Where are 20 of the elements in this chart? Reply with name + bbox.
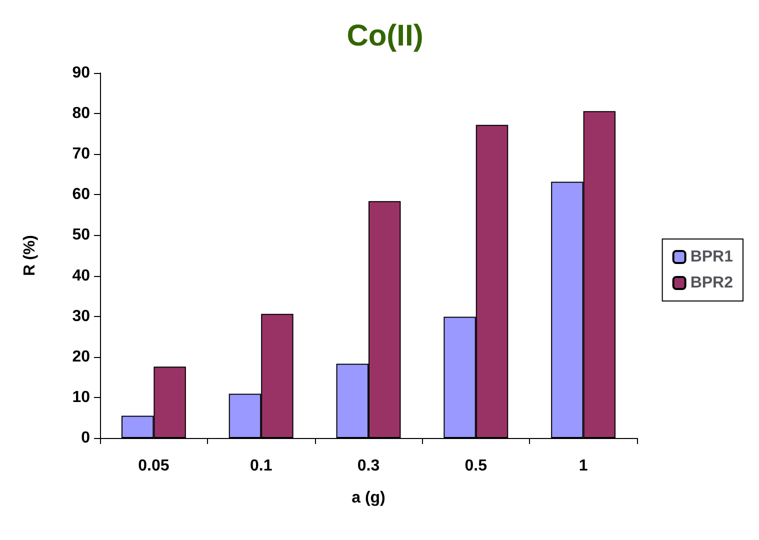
x-tick-label: 0.05 — [138, 458, 170, 474]
legend-label: BPR2 — [690, 274, 734, 292]
x-tick-label: 1 — [578, 458, 588, 474]
y-axis-title: R (%) — [22, 235, 38, 276]
y-tick-label: 30 — [72, 308, 90, 325]
y-tick-label: 40 — [72, 267, 90, 284]
legend-label: BPR1 — [690, 248, 734, 266]
y-tick-label: 50 — [72, 226, 90, 244]
y-tick-label: 20 — [72, 348, 90, 366]
x-tick-label: 0.3 — [357, 458, 380, 474]
x-tick-label: 0.5 — [464, 458, 488, 474]
y-tick-label: 60 — [72, 186, 90, 204]
x-tick-label: 0.1 — [250, 458, 272, 474]
y-tick-label: 90 — [72, 64, 90, 82]
chart-title: Co(II) — [346, 20, 424, 52]
x-axis-title: a (g) — [352, 490, 386, 506]
y-tick-label: 70 — [72, 146, 90, 163]
y-tick-label: 80 — [72, 105, 90, 122]
y-tick-label: 0 — [81, 430, 90, 446]
y-tick-label: 10 — [72, 388, 90, 406]
